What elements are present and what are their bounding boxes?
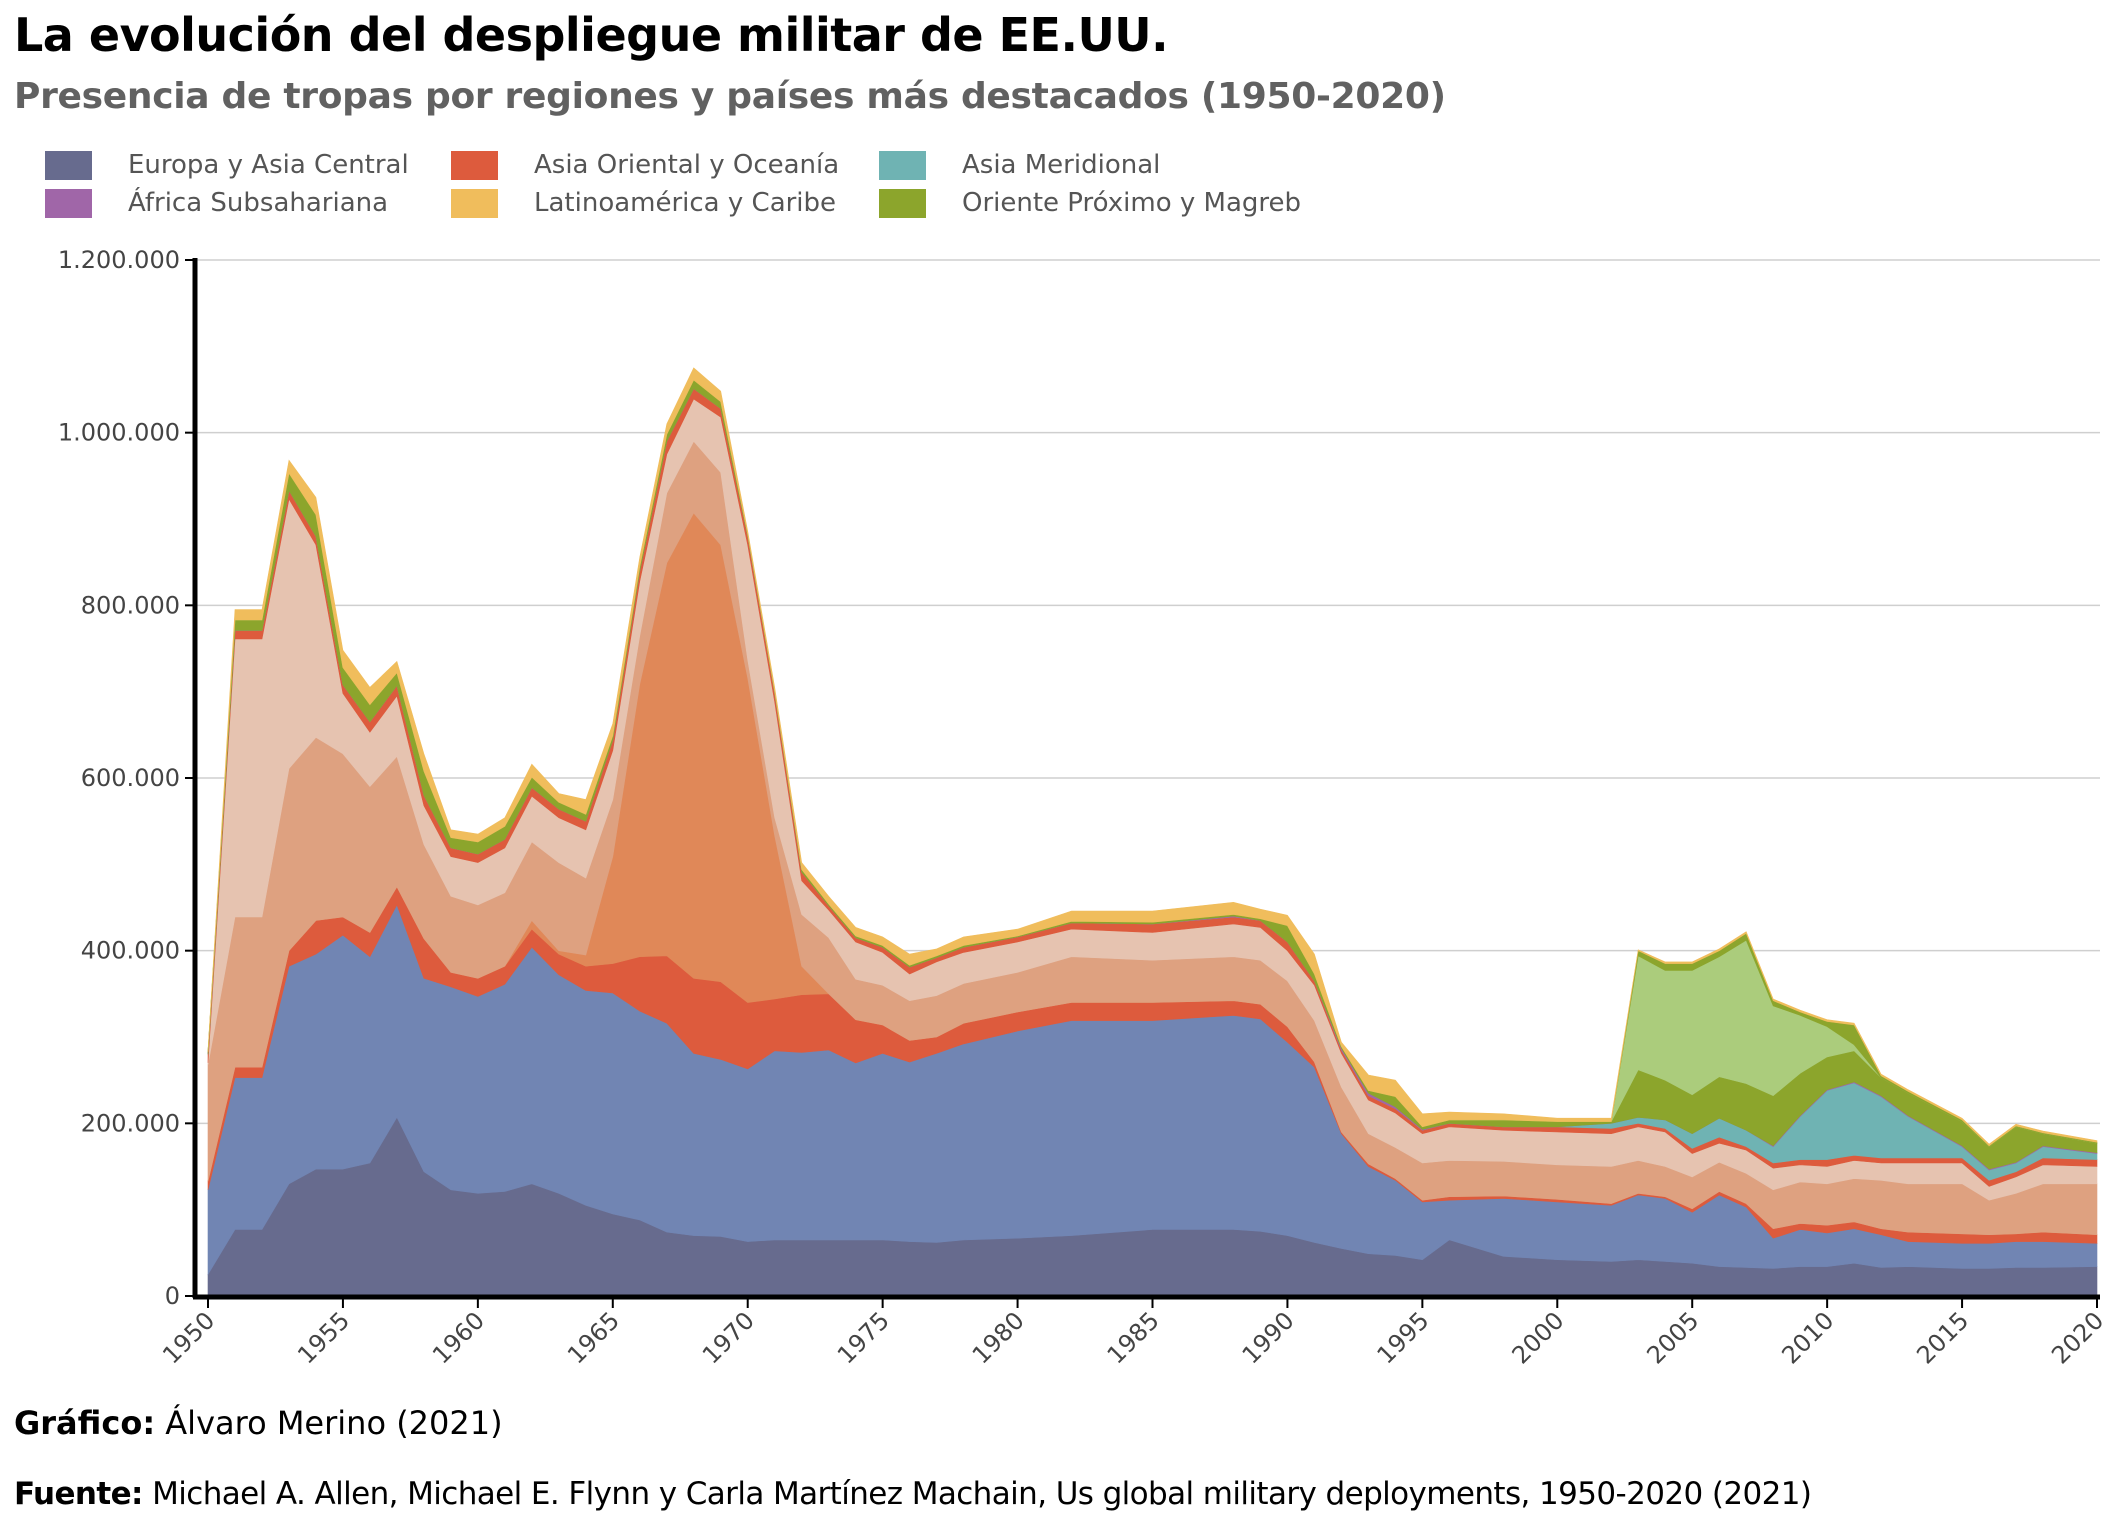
x-tick-label: 2000 (1507, 1306, 1570, 1369)
legend: Europa y Asia Central Asia Oriental y Oc… (45, 150, 1445, 230)
chart-title: La evolución del despliegue militar de E… (14, 8, 1169, 62)
legend-swatch (879, 150, 926, 180)
y-tick-label: 0 (165, 1282, 180, 1310)
legend-item-oriente-proximo: Oriente Próximo y Magreb (879, 188, 1301, 218)
legend-item-asia-oriental: Asia Oriental y Oceanía (451, 150, 839, 180)
legend-label: África Subsahariana (128, 188, 389, 218)
y-tick-label: 400.000 (81, 937, 180, 965)
y-tick-label: 600.000 (81, 764, 180, 792)
x-tick-label: 1970 (697, 1306, 760, 1369)
legend-swatch (451, 150, 498, 180)
legend-swatch (451, 188, 498, 218)
credit-label: Gráfico: (14, 1404, 156, 1442)
x-tick-label: 1960 (427, 1306, 490, 1369)
y-tick-label: 200.000 (81, 1109, 180, 1137)
legend-label: Europa y Asia Central (128, 150, 409, 180)
x-tick-label: 1955 (292, 1306, 355, 1369)
y-tick-label: 800.000 (81, 591, 180, 619)
legend-label: Asia Meridional (962, 150, 1161, 180)
legend-item-asia-meridional: Asia Meridional (879, 150, 1160, 180)
x-tick-label: 2010 (1776, 1306, 1839, 1369)
legend-item-latinoamerica: Latinoamérica y Caribe (451, 188, 836, 218)
legend-item-europa: Europa y Asia Central (45, 150, 409, 180)
x-tick-label: 1995 (1372, 1306, 1435, 1369)
legend-label: Latinoamérica y Caribe (534, 188, 837, 218)
area-layers (207, 367, 2098, 1297)
credit-text: Álvaro Merino (2021) (165, 1404, 503, 1442)
legend-swatch (45, 150, 92, 180)
y-tick-label: 1.000.000 (58, 419, 180, 447)
legend-label: Asia Oriental y Oceanía (534, 150, 840, 180)
x-tick-label: 1950 (157, 1306, 220, 1369)
x-tick-label: 1975 (832, 1306, 895, 1369)
credit-line: Gráfico: Álvaro Merino (2021) (14, 1404, 503, 1442)
source-text: Michael A. Allen, Michael E. Flynn y Car… (152, 1476, 1812, 1512)
legend-item-africa: África Subsahariana (45, 188, 388, 218)
legend-swatch (879, 188, 926, 218)
x-tick-label: 1985 (1102, 1306, 1165, 1369)
source-label: Fuente: (14, 1476, 143, 1512)
chart-subtitle: Presencia de tropas por regiones y paíse… (14, 76, 1446, 117)
source-line: Fuente: Michael A. Allen, Michael E. Fly… (14, 1476, 1812, 1512)
legend-label: Oriente Próximo y Magreb (962, 188, 1302, 218)
x-tick-label: 1965 (562, 1306, 625, 1369)
x-tick-label: 1980 (967, 1306, 1030, 1369)
area-latinoamerica-y-caribe-12 (207, 367, 2098, 1147)
y-tick-label: 1.200.000 (58, 246, 180, 274)
x-tick-label: 2020 (2046, 1306, 2109, 1369)
x-tick-label: 1990 (1237, 1306, 1300, 1369)
x-tick-label: 2015 (1911, 1306, 1974, 1369)
x-tick-label: 2005 (1641, 1306, 1704, 1369)
legend-swatch (45, 188, 92, 218)
